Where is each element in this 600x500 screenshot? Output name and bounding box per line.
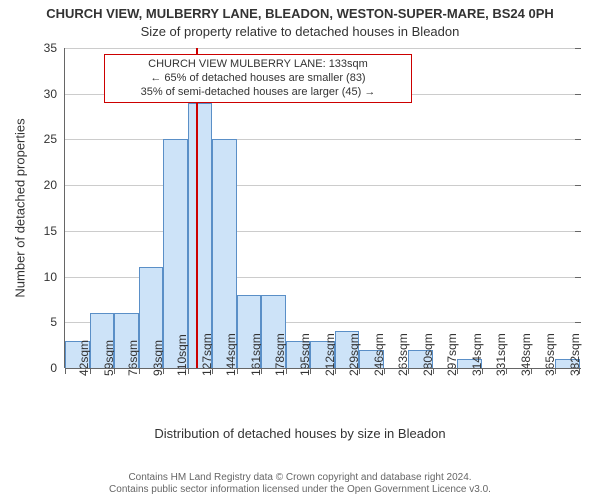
gridline bbox=[65, 139, 580, 140]
gridline bbox=[65, 48, 580, 49]
gridline bbox=[65, 185, 580, 186]
info-line-2: ← 65% of detached houses are smaller (83… bbox=[113, 72, 403, 86]
y-tick-mark bbox=[575, 322, 581, 323]
footer-line-2: Contains public sector information licen… bbox=[0, 484, 600, 496]
y-tick-label: 35 bbox=[44, 41, 65, 55]
gridline bbox=[65, 231, 580, 232]
y-tick-label: 20 bbox=[44, 178, 65, 192]
y-tick-mark bbox=[575, 139, 581, 140]
y-tick-label: 5 bbox=[50, 315, 65, 329]
y-tick-mark bbox=[575, 277, 581, 278]
title-line-1: CHURCH VIEW, MULBERRY LANE, BLEADON, WES… bbox=[0, 6, 600, 21]
y-tick-label: 10 bbox=[44, 270, 65, 284]
y-tick-label: 30 bbox=[44, 87, 65, 101]
title-line-2: Size of property relative to detached ho… bbox=[0, 24, 600, 39]
y-tick-mark bbox=[575, 94, 581, 95]
footer-line-1: Contains HM Land Registry data © Crown c… bbox=[0, 472, 600, 484]
y-tick-label: 0 bbox=[50, 361, 65, 375]
y-axis-line bbox=[64, 48, 65, 368]
y-axis-label: Number of detached properties bbox=[13, 118, 28, 297]
y-tick-mark bbox=[575, 231, 581, 232]
bar bbox=[188, 103, 213, 368]
y-tick-label: 15 bbox=[44, 224, 65, 238]
info-line-1: CHURCH VIEW MULBERRY LANE: 133sqm bbox=[113, 58, 403, 72]
info-line-3: 35% of semi-detached houses are larger (… bbox=[113, 86, 403, 100]
y-tick-mark bbox=[575, 185, 581, 186]
y-tick-label: 25 bbox=[44, 132, 65, 146]
y-tick-mark bbox=[575, 48, 581, 49]
x-axis-line bbox=[65, 368, 580, 369]
x-axis-label: Distribution of detached houses by size … bbox=[0, 426, 600, 441]
footer: Contains HM Land Registry data © Crown c… bbox=[0, 472, 600, 496]
info-box: CHURCH VIEW MULBERRY LANE: 133sqm ← 65% … bbox=[104, 54, 412, 103]
